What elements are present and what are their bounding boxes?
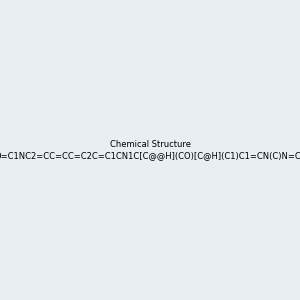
Text: Chemical Structure
O=C1NC2=CC=CC=C2C=C1CN1C[C@@H](CO)[C@H](C1)C1=CN(C)N=C1: Chemical Structure O=C1NC2=CC=CC=C2C=C1C… bbox=[0, 140, 300, 160]
